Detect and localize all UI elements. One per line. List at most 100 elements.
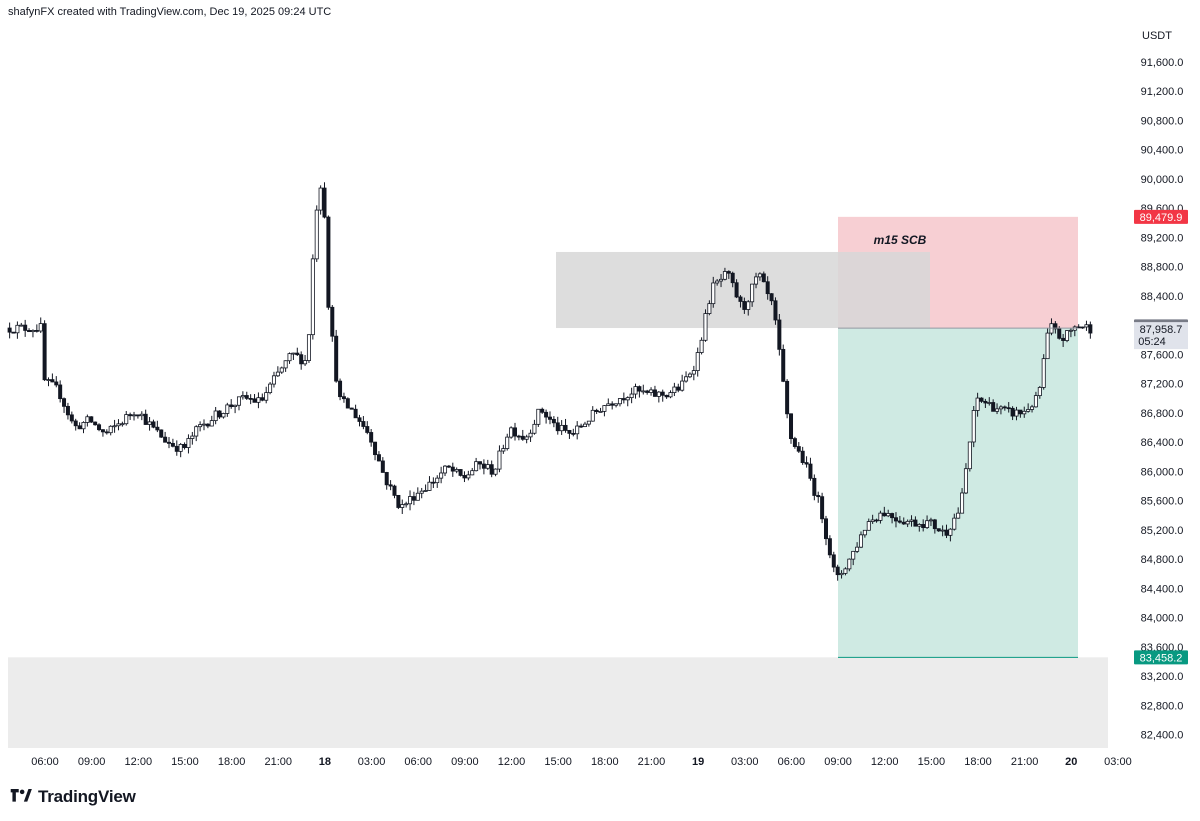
candle-body: [194, 426, 199, 437]
candle-body: [750, 283, 755, 303]
y-tick-label: 82,400.0: [1141, 730, 1184, 742]
candle-body: [963, 468, 968, 494]
candle-body: [427, 481, 432, 491]
candle-body: [781, 348, 786, 382]
candle-body: [843, 568, 848, 574]
candle-body: [610, 403, 615, 406]
candle-body: [598, 410, 603, 413]
candle-body: [617, 398, 622, 405]
candle-body: [100, 429, 105, 433]
candle-body: [730, 272, 735, 284]
candle-body: [139, 413, 144, 417]
y-tick-label: 84,000.0: [1141, 613, 1184, 625]
y-tick-label: 90,800.0: [1141, 115, 1184, 127]
x-tick-label: 09:00: [824, 756, 852, 768]
candle-body: [493, 468, 498, 475]
candle-body: [310, 258, 315, 336]
current-price-bg: [1134, 322, 1188, 350]
candle-body: [928, 519, 933, 522]
candle-body: [913, 519, 918, 527]
x-tick-label: 06:00: [31, 756, 59, 768]
candle-body: [901, 521, 906, 525]
candle-body: [353, 408, 358, 419]
supply-zone: [556, 251, 930, 329]
candle-body: [641, 390, 646, 393]
candle-body: [163, 436, 168, 443]
candle-body: [649, 389, 654, 393]
candle-body: [917, 524, 922, 527]
chart-caption: shafynFX created with TradingView.com, D…: [8, 6, 332, 18]
candle-body: [264, 392, 269, 401]
y-tick-label: 88,400.0: [1141, 291, 1184, 303]
candle-body: [132, 414, 137, 417]
candle-body: [112, 425, 117, 428]
x-tick-label: 20: [1065, 756, 1077, 768]
candle-body: [862, 529, 867, 536]
candle-body: [932, 519, 937, 530]
candle-body: [419, 490, 424, 494]
candle-body: [167, 441, 172, 444]
candle-body: [7, 327, 12, 333]
candle-body: [1002, 406, 1007, 409]
chart-bands: [8, 216, 1108, 748]
candle-body: [551, 418, 556, 424]
candle-body: [995, 408, 1000, 412]
candle-body: [909, 519, 914, 522]
x-tick-label: 21:00: [1011, 756, 1039, 768]
candle-body: [326, 216, 331, 308]
candle-body: [271, 375, 276, 385]
candle-body: [967, 441, 972, 470]
candle-body: [15, 324, 20, 334]
candle-body: [240, 395, 245, 398]
candle-body: [1065, 330, 1070, 341]
candle-body: [983, 400, 988, 404]
candle-body: [108, 425, 113, 434]
x-tick-label: 06:00: [404, 756, 432, 768]
y-tick-label: 89,200.0: [1141, 232, 1184, 244]
candle-body: [637, 386, 642, 392]
candle-body: [27, 330, 32, 333]
candle-body: [544, 411, 549, 418]
x-tick-label: 15:00: [171, 756, 199, 768]
candle-body: [380, 460, 385, 473]
candle-body: [474, 461, 479, 472]
candle-body: [761, 273, 766, 283]
tradingview-logo-icon: [10, 789, 32, 802]
candle-body: [151, 421, 156, 428]
footer-branding: TradingView: [10, 787, 136, 807]
y-tick-label: 86,800.0: [1141, 408, 1184, 420]
candle-body: [458, 469, 463, 476]
candle-body: [975, 397, 980, 411]
candle-body: [773, 300, 778, 321]
candle-body: [306, 334, 311, 361]
candle-body: [361, 421, 366, 427]
candle-body: [443, 465, 448, 474]
x-tick-label: 15:00: [918, 756, 946, 768]
candle-body: [314, 209, 319, 260]
candle-body: [812, 477, 817, 496]
candle-body: [921, 524, 926, 529]
candle-body: [979, 397, 984, 402]
candle-body: [182, 444, 187, 448]
candle-body: [1030, 406, 1035, 410]
chart-overlays: m15 SCB: [838, 233, 1078, 658]
candle-body: [1033, 395, 1038, 408]
candle-body: [532, 423, 537, 434]
candle-body: [1061, 337, 1066, 341]
candle-body: [680, 380, 685, 391]
candle-body: [65, 405, 70, 416]
candle-body: [143, 413, 148, 425]
candle-body: [77, 425, 82, 430]
candle-body: [330, 306, 335, 337]
candle-body: [116, 423, 121, 427]
candle-body: [563, 424, 568, 431]
candle-body: [93, 421, 98, 426]
candles: [7, 182, 1093, 581]
candle-body: [746, 301, 751, 310]
candle-body: [244, 395, 249, 399]
candle-body: [687, 373, 692, 378]
candle-body: [400, 504, 405, 508]
candle-body: [481, 463, 486, 469]
x-tick-label: 09:00: [451, 756, 479, 768]
